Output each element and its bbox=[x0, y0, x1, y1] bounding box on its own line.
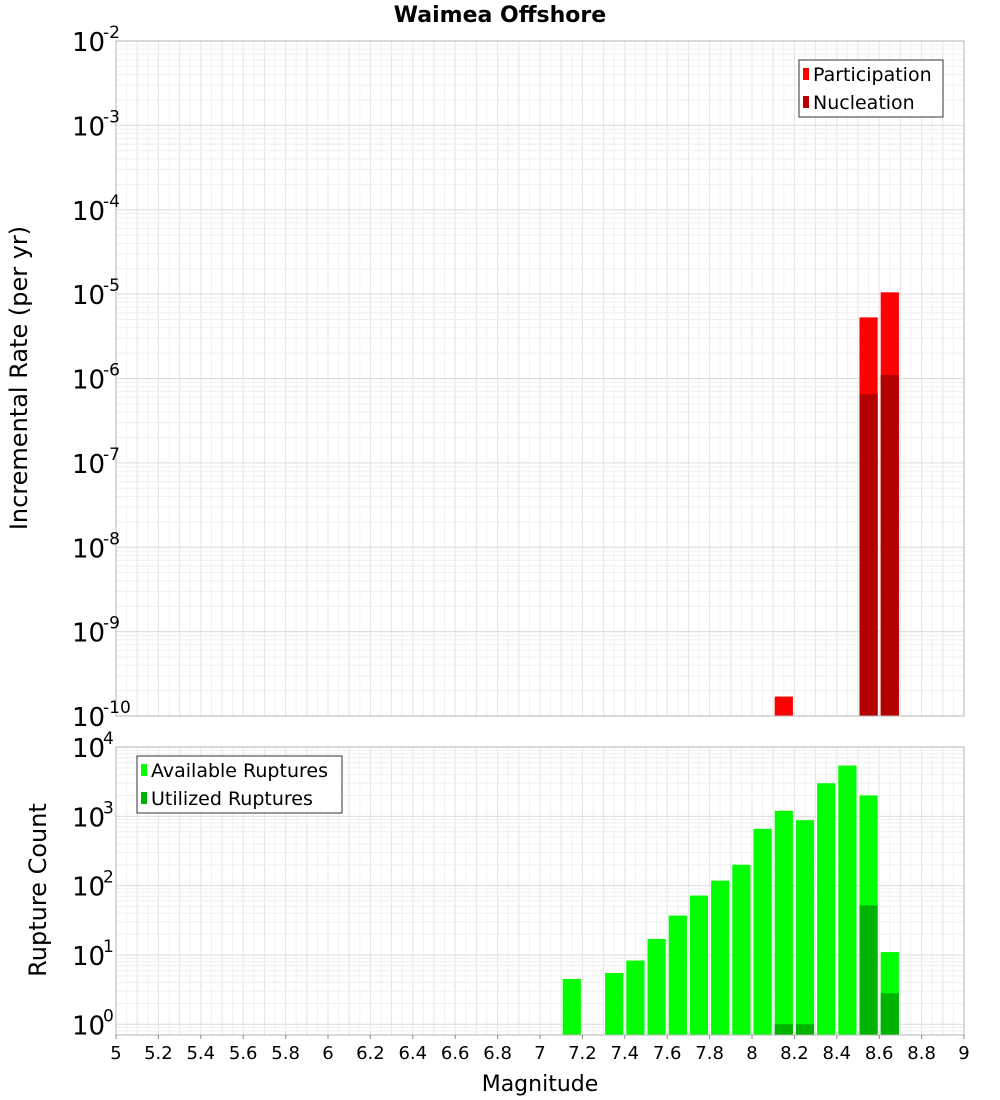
bar-available-ruptures bbox=[647, 938, 666, 1035]
bar-utilized-ruptures bbox=[795, 1024, 815, 1035]
x-tick-label: 5 bbox=[110, 1043, 121, 1064]
y-tick-exponent: 1 bbox=[103, 937, 114, 957]
y-tick-exponent: -8 bbox=[103, 529, 120, 549]
x-tick-label: 5.6 bbox=[229, 1043, 258, 1064]
y-tick-exponent: -2 bbox=[103, 23, 120, 43]
bar-available-ruptures bbox=[753, 828, 772, 1035]
bottom-y-axis-label: Rupture Count bbox=[24, 803, 52, 977]
y-tick-label: 10 bbox=[72, 281, 105, 311]
y-tick-exponent: -5 bbox=[103, 276, 120, 296]
x-tick-label: 7.4 bbox=[610, 1043, 639, 1064]
x-tick-label: 8 bbox=[746, 1043, 757, 1064]
y-tick-label: 10 bbox=[72, 619, 105, 649]
x-tick-label: 8.8 bbox=[907, 1043, 936, 1064]
y-tick-label: 10 bbox=[72, 942, 105, 972]
x-tick-label: 6.4 bbox=[398, 1043, 427, 1064]
bar-available-ruptures bbox=[605, 972, 624, 1035]
bar-nucleation bbox=[859, 394, 878, 716]
x-tick-label: 6 bbox=[322, 1043, 333, 1064]
legend: Participation Nucleation bbox=[798, 59, 944, 118]
y-tick-exponent: -6 bbox=[103, 361, 120, 381]
legend: Available Ruptures Utilized Ruptures bbox=[136, 755, 343, 814]
x-tick-label: 6.8 bbox=[483, 1043, 512, 1064]
x-axis-label: Magnitude bbox=[482, 1072, 599, 1097]
x-tick-label: 7.6 bbox=[653, 1043, 682, 1064]
y-tick-label: 10 bbox=[72, 703, 105, 733]
bar-available-ruptures bbox=[817, 783, 836, 1035]
legend-swatch bbox=[141, 792, 147, 804]
y-tick-exponent: -7 bbox=[103, 445, 120, 465]
bar-available-ruptures bbox=[774, 810, 793, 1035]
bar-available-ruptures bbox=[732, 864, 751, 1035]
bar-available-ruptures bbox=[668, 915, 687, 1035]
chart-title: Waimea Offshore bbox=[394, 3, 606, 28]
y-tick-label: 10 bbox=[72, 803, 105, 833]
bar-utilized-ruptures bbox=[880, 993, 899, 1035]
y-tick-exponent: -9 bbox=[103, 614, 120, 634]
legend-label: Nucleation bbox=[813, 92, 915, 114]
bar-available-ruptures bbox=[626, 960, 645, 1035]
legend-box bbox=[798, 59, 944, 118]
y-tick-exponent: -3 bbox=[103, 107, 120, 127]
x-tick-label: 7 bbox=[534, 1043, 545, 1064]
bar-nucleation bbox=[880, 375, 899, 716]
bar-available-ruptures bbox=[795, 820, 815, 1035]
y-tick-label: 10 bbox=[72, 28, 105, 58]
y-tick-exponent: -10 bbox=[103, 698, 131, 718]
y-tick-label: 10 bbox=[72, 450, 105, 480]
x-tick-label: 6.6 bbox=[441, 1043, 470, 1064]
bar-participation bbox=[774, 696, 793, 716]
legend-label: Available Ruptures bbox=[151, 760, 328, 782]
top-y-axis-label: Incremental Rate (per yr) bbox=[5, 226, 33, 530]
legend-box bbox=[136, 755, 343, 814]
y-tick-label: 10 bbox=[72, 197, 105, 227]
y-tick-exponent: 4 bbox=[103, 729, 114, 749]
y-tick-label: 10 bbox=[72, 873, 105, 903]
x-tick-label: 7.8 bbox=[695, 1043, 724, 1064]
bar-available-ruptures bbox=[689, 895, 709, 1035]
legend-swatch bbox=[803, 68, 809, 80]
bar-utilized-ruptures bbox=[774, 1024, 793, 1035]
legend-swatch bbox=[141, 764, 147, 776]
legend-swatch bbox=[803, 96, 809, 108]
y-tick-label: 10 bbox=[72, 534, 105, 564]
x-tick-label: 5.4 bbox=[186, 1043, 215, 1064]
y-tick-exponent: 0 bbox=[103, 1006, 114, 1026]
x-tick-label: 8.4 bbox=[822, 1043, 851, 1064]
x-tick-label: 9 bbox=[958, 1043, 969, 1064]
x-tick-label: 5.8 bbox=[271, 1043, 300, 1064]
x-tick-label: 7.2 bbox=[568, 1043, 597, 1064]
y-tick-exponent: 3 bbox=[103, 798, 114, 818]
y-tick-label: 10 bbox=[72, 112, 105, 142]
x-tick-label: 8.6 bbox=[865, 1043, 894, 1064]
y-tick-exponent: -4 bbox=[103, 192, 120, 212]
legend-label: Participation bbox=[813, 64, 932, 86]
bar-available-ruptures bbox=[838, 765, 857, 1035]
x-tick-label: 8.2 bbox=[780, 1043, 809, 1064]
x-tick-label: 6.2 bbox=[356, 1043, 385, 1064]
bar-available-ruptures bbox=[711, 880, 730, 1035]
plot-frame bbox=[115, 40, 965, 717]
top-rate-panel: 10-1010-910-810-710-610-510-410-310-2Par… bbox=[72, 23, 965, 733]
bar-utilized-ruptures bbox=[859, 905, 878, 1035]
x-tick-label: 5.2 bbox=[144, 1043, 173, 1064]
y-tick-label: 10 bbox=[72, 366, 105, 396]
legend-label: Utilized Ruptures bbox=[151, 788, 313, 810]
y-tick-exponent: 2 bbox=[103, 868, 114, 888]
y-tick-label: 10 bbox=[72, 1011, 105, 1041]
y-tick-label: 10 bbox=[72, 734, 105, 764]
bar-available-ruptures bbox=[562, 978, 581, 1035]
